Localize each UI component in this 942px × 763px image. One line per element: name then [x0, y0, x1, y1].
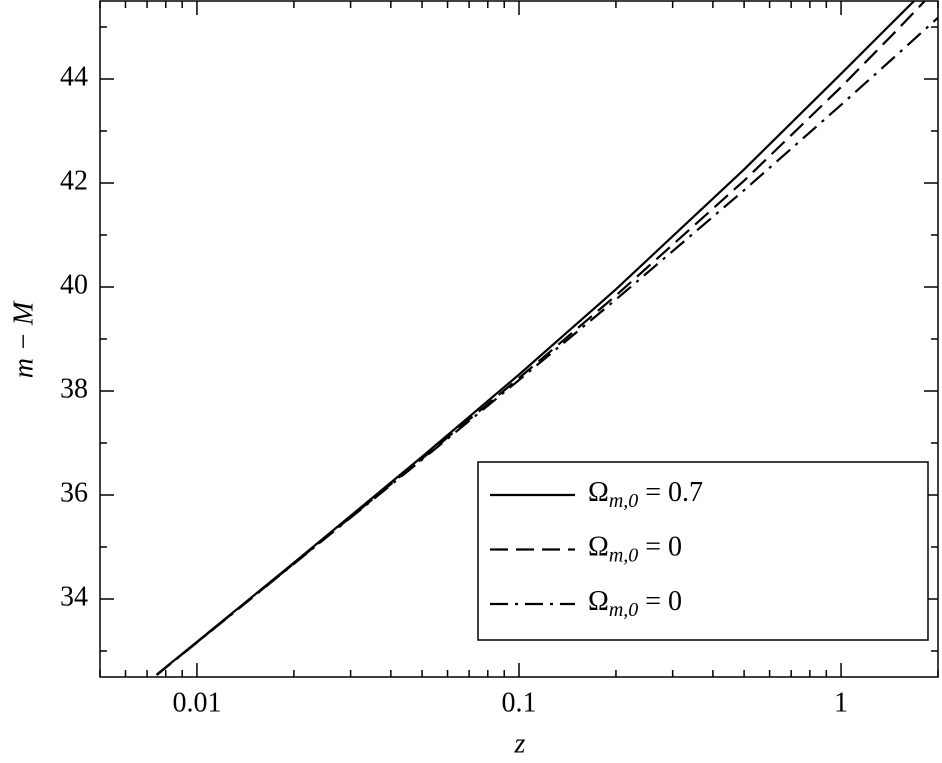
- legend-box: [477, 461, 929, 641]
- x-tick-label: 1: [834, 687, 848, 718]
- x-tick-label: 0.01: [172, 687, 221, 718]
- y-tick-label: 42: [60, 165, 88, 196]
- y-tick-label: 34: [60, 581, 88, 612]
- y-tick-label: 36: [60, 477, 88, 508]
- series-line: [156, 16, 938, 676]
- legend-label: Ωm,0 = 0: [588, 532, 682, 566]
- legend-label: Ωm,0 = 0.7: [588, 477, 703, 511]
- legend-label: Ωm,0 = 0: [588, 586, 682, 620]
- x-tick-label: 0.1: [502, 687, 537, 718]
- y-axis-label: m − M: [8, 300, 39, 378]
- y-tick-label: 38: [60, 373, 88, 404]
- y-tick-label: 44: [60, 61, 88, 92]
- series-group: [156, 16, 938, 676]
- x-axis-label: z: [514, 728, 526, 759]
- y-tick-label: 40: [60, 269, 88, 300]
